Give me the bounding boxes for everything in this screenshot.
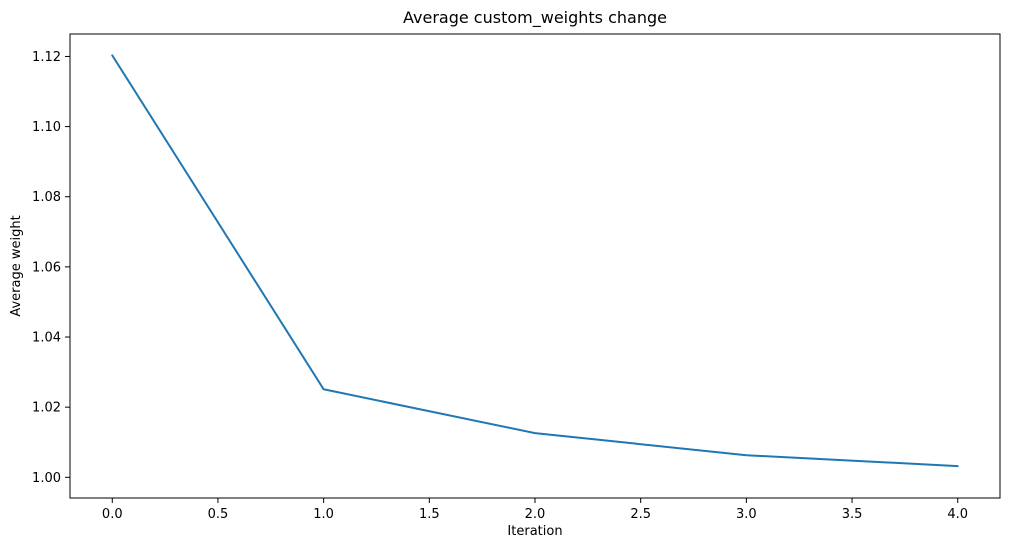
y-tick-label: 1.00 <box>32 471 61 486</box>
plot-frame <box>69 33 1001 499</box>
x-tick-label: 1.5 <box>419 507 440 522</box>
y-axis-label: Average weight <box>9 215 24 316</box>
plot-area <box>69 33 1001 499</box>
x-tick-label: 2.5 <box>630 507 651 522</box>
series-layer <box>111 54 959 468</box>
y-tick-label: 1.08 <box>32 190 61 205</box>
x-axis-label: Iteration <box>507 524 562 539</box>
y-axis: 1.00 1.02 1.04 1.06 1.08 1.10 1.12 <box>32 50 70 486</box>
x-tick-label: 3.0 <box>736 507 757 522</box>
x-tick-label: 0.0 <box>102 507 123 522</box>
x-axis: 0.0 0.5 1.0 1.5 2.0 2.5 3.0 3.5 4.0 <box>102 498 968 522</box>
y-tick-label: 1.04 <box>32 331 61 346</box>
x-tick-label: 4.0 <box>947 507 968 522</box>
chart-title: Average custom_weights change <box>403 8 667 28</box>
x-tick-label: 3.5 <box>842 507 863 522</box>
y-tick-label: 1.10 <box>32 120 61 135</box>
y-tick-label: 1.12 <box>32 50 61 65</box>
x-tick-label: 0.5 <box>208 507 229 522</box>
x-tick-label: 1.0 <box>313 507 334 522</box>
y-tick-label: 1.06 <box>32 260 61 275</box>
series-line <box>111 54 959 468</box>
y-tick-label: 1.02 <box>32 401 61 416</box>
x-tick-label: 2.0 <box>525 507 546 522</box>
